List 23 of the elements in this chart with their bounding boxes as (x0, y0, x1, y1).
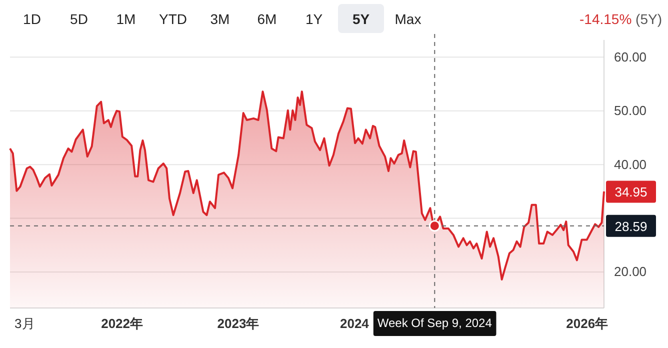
x-tick-label: 2024 (340, 316, 370, 332)
x-tick-label: 2023年 (217, 316, 260, 332)
text: 5Y (352, 11, 370, 27)
ref-line-label: 28.59 (614, 218, 648, 234)
text: 6M (257, 11, 277, 27)
x-tick-label: 2022年 (101, 316, 144, 332)
ref-line-label: Week Of Sep 9, 2024 (377, 316, 492, 330)
text: 1D (23, 11, 41, 27)
text: YTD (159, 11, 187, 27)
y-tick-label: 20.00 (614, 264, 647, 280)
text: -14.15% (580, 11, 632, 27)
text: 3M (210, 11, 230, 27)
text: (5Y) (632, 11, 662, 27)
text: Max (394, 11, 422, 27)
y-tick-label: 60.00 (614, 49, 647, 64)
x-tick-label: 3月 (14, 316, 35, 332)
y-tick-label: 40.00 (614, 156, 647, 172)
text: 5D (70, 11, 88, 27)
annotation: 34.95 (614, 184, 648, 200)
x-tick-label: 2026年 (566, 316, 608, 332)
text: 1Y (305, 11, 324, 27)
y-tick-label: 50.00 (614, 103, 647, 118)
text: 1M (116, 11, 136, 27)
